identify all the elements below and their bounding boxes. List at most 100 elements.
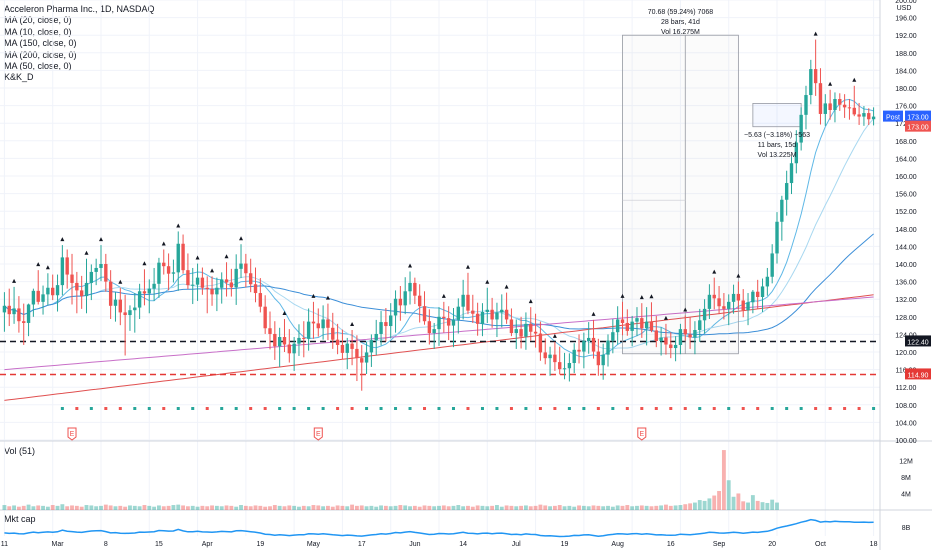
candle-body	[379, 322, 383, 334]
candle-body	[490, 309, 494, 320]
signal-square	[350, 407, 354, 410]
candle-body	[282, 337, 287, 345]
signal-triangle	[639, 295, 644, 300]
candle-body	[393, 298, 398, 316]
volume-bar	[287, 505, 292, 510]
candle-body	[794, 142, 799, 164]
ma-50-legend[interactable]: MA (50, close, 0)	[4, 61, 72, 72]
price-tick-label: 192.00	[895, 33, 917, 40]
volume-bar	[552, 505, 557, 510]
signal-triangle	[161, 241, 166, 246]
candle-body	[567, 363, 572, 369]
volume-bar	[668, 505, 673, 510]
volume-bar	[451, 505, 456, 510]
volume-bar	[345, 506, 350, 510]
candle-body	[558, 362, 562, 370]
signal-triangle	[528, 299, 533, 304]
volume-bar	[70, 505, 74, 510]
candle-body	[142, 291, 147, 294]
price-tag-label: 122.40	[907, 339, 929, 346]
signal-triangle	[813, 31, 818, 36]
candle-body	[543, 352, 547, 359]
signal-triangle	[36, 262, 41, 267]
volume-bar	[470, 506, 475, 510]
volume-tick-label: 4M	[901, 491, 911, 498]
candle-body	[7, 305, 11, 315]
volume-bar	[55, 505, 60, 510]
candle-body	[41, 294, 45, 302]
volume-bar	[417, 506, 422, 510]
candle-body	[456, 306, 461, 320]
signal-triangle	[712, 269, 717, 274]
volume-bar	[746, 502, 750, 510]
candle-body	[239, 263, 243, 269]
volume-bar	[412, 505, 417, 510]
signal-triangle	[224, 254, 229, 259]
volume-bar	[523, 505, 528, 510]
volume-bar	[528, 506, 533, 510]
candle-body	[118, 299, 122, 313]
time-tick-label: 15	[155, 541, 163, 548]
volume-bar	[659, 505, 664, 510]
volume-bar	[750, 495, 755, 510]
indicator-legend[interactable]: K&K_D	[4, 72, 34, 83]
ma-200-legend[interactable]: MA (200, close, 0)	[4, 49, 77, 60]
ma-10-legend[interactable]: MA (10, close, 0)	[4, 26, 72, 37]
candle-body	[731, 293, 736, 302]
candle-body	[577, 349, 581, 352]
measure-annotations: 70.68 (59.24%) 7068 28 bars, 41d Vol 16.27…	[648, 9, 810, 159]
candle-body	[500, 309, 504, 313]
candle-body	[620, 319, 625, 323]
volume-bar	[123, 506, 128, 510]
mktcap-pane-title[interactable]: Mkt cap	[4, 514, 36, 524]
price-tick-label: 168.00	[895, 139, 917, 146]
candle-body	[833, 99, 837, 110]
volume-bar	[654, 505, 659, 510]
measure-small-line1: −5.63 (−3.18%) −563	[744, 132, 810, 139]
volume-bar	[504, 505, 509, 510]
volume-bar	[635, 505, 639, 510]
market-cap-line	[4, 518, 874, 538]
measure-small-line2: 11 bars, 15d	[758, 142, 797, 149]
volume-bar	[185, 506, 190, 510]
volume-bar	[408, 506, 412, 510]
volume-bar	[219, 506, 224, 510]
candle-body	[654, 330, 658, 341]
signal-triangle	[142, 261, 147, 266]
volume-bar	[678, 505, 683, 510]
volume-tick-label: 8M	[901, 475, 911, 482]
candle-body	[857, 114, 861, 117]
signal-triangle	[552, 333, 557, 338]
volume-bar	[707, 498, 712, 510]
volume-bar	[475, 505, 480, 510]
candle-body	[818, 83, 823, 114]
symbol-title[interactable]: Acceleron Pharma Inc., 1D, NASDAQ	[4, 4, 155, 14]
candle-body	[529, 323, 533, 332]
volume-bar	[157, 505, 161, 510]
ma-150-legend[interactable]: MA (150, close, 0)	[4, 38, 77, 49]
volume-bar	[292, 505, 297, 510]
volume-bar	[499, 506, 504, 510]
candle-body	[862, 113, 866, 117]
price-tick-label: 152.00	[895, 209, 917, 216]
earnings-marker	[67, 427, 77, 441]
volume-bar	[297, 506, 301, 510]
price-tag-label: 173.00	[907, 115, 929, 122]
volume-bar	[306, 506, 311, 510]
horizontal-lines	[0, 340, 880, 376]
price-tag	[905, 335, 931, 347]
volume-bar	[31, 506, 36, 510]
signal-square	[770, 407, 774, 410]
signal-square	[437, 407, 441, 410]
signal-square	[596, 407, 600, 410]
ma-20-legend[interactable]: MA (20, close, 0)	[4, 15, 72, 26]
signal-square	[480, 407, 484, 410]
price-tag	[905, 368, 931, 380]
time-tick-label: 19	[256, 541, 264, 548]
candle-body	[273, 333, 277, 347]
candle-body	[736, 293, 741, 301]
volume-bar	[490, 505, 495, 510]
volume-pane-title[interactable]: Vol (51)	[4, 446, 36, 456]
candle-body	[364, 352, 369, 363]
